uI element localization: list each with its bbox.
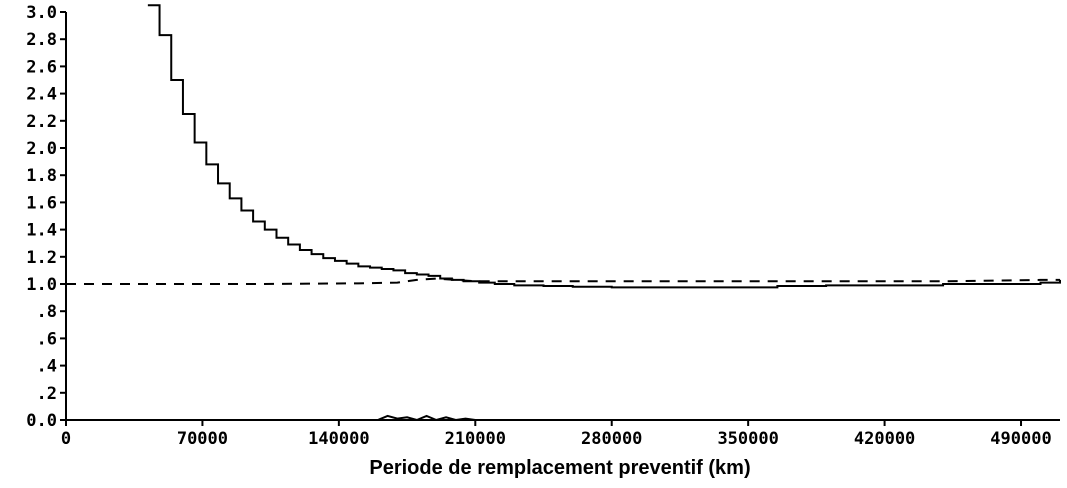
y-tick-label: 1.6	[26, 193, 57, 213]
y-tick-label: 1.8	[26, 166, 57, 186]
x-tick-label: 210000	[445, 429, 506, 449]
series-line-0	[147, 4, 1061, 289]
y-tick-label: .6	[37, 329, 57, 349]
y-tick-label: 2.8	[26, 30, 57, 50]
axes: 0.0 .2 .4 .6 .8 1.0 1.2 1.4 1.6 1.8 2.0 2.2 2.4 2.6 2.…	[26, 3, 1060, 449]
y-tick-label: 2.2	[26, 112, 57, 132]
x-tick-label: 280000	[581, 429, 642, 449]
y-tick-label: 1.0	[26, 275, 57, 295]
y-tick-label: 2.0	[26, 139, 57, 159]
series-layer	[66, 4, 1061, 422]
x-axis-label: Periode de remplacement preventif (km)	[369, 457, 750, 479]
x-tick-label: 420000	[854, 429, 915, 449]
y-tick-label: 1.4	[26, 221, 57, 241]
y-tick-label: 2.6	[26, 57, 57, 77]
x-tick-label: 140000	[308, 429, 369, 449]
y-tick-label: 1.2	[26, 248, 57, 268]
series-line-2	[66, 414, 1060, 422]
y-tick-label: 0.0	[26, 411, 57, 431]
y-tick-label: .4	[37, 357, 57, 377]
x-tick-label: 0	[61, 429, 71, 449]
x-tick-label: 490000	[990, 429, 1051, 449]
x-tick-label: 70000	[177, 429, 228, 449]
y-tick-label: 2.4	[26, 85, 57, 105]
y-tick-label: 3.0	[26, 3, 57, 23]
x-tick-label: 350000	[717, 429, 778, 449]
y-tick-label: .8	[37, 302, 57, 322]
y-tick-label: .2	[37, 384, 57, 404]
series-line-1	[66, 277, 1060, 285]
